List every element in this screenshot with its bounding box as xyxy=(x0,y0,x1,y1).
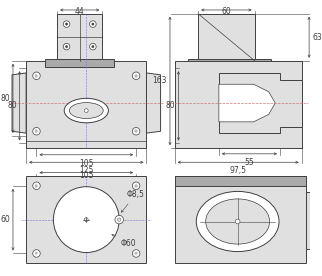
Circle shape xyxy=(53,187,119,253)
Polygon shape xyxy=(175,176,306,263)
Polygon shape xyxy=(175,61,302,148)
Text: 163: 163 xyxy=(153,76,167,85)
Circle shape xyxy=(132,72,140,79)
Polygon shape xyxy=(57,14,102,61)
Circle shape xyxy=(118,218,121,221)
Circle shape xyxy=(65,46,68,48)
Ellipse shape xyxy=(64,98,109,123)
Text: 60: 60 xyxy=(0,215,10,224)
Circle shape xyxy=(92,46,94,48)
Circle shape xyxy=(84,218,88,222)
Text: 80: 80 xyxy=(7,101,17,110)
Circle shape xyxy=(33,72,40,79)
Ellipse shape xyxy=(206,199,270,244)
Text: 80: 80 xyxy=(1,94,10,103)
Polygon shape xyxy=(147,73,161,133)
Polygon shape xyxy=(198,14,255,61)
Circle shape xyxy=(132,182,140,190)
Circle shape xyxy=(115,215,123,224)
Text: 97,5: 97,5 xyxy=(229,166,246,175)
Polygon shape xyxy=(26,176,147,263)
Text: 105: 105 xyxy=(79,171,94,180)
Circle shape xyxy=(90,43,96,50)
Circle shape xyxy=(90,21,96,27)
Circle shape xyxy=(63,43,70,50)
Text: 63: 63 xyxy=(313,33,322,42)
Text: 60: 60 xyxy=(222,7,231,16)
Ellipse shape xyxy=(69,103,103,119)
Circle shape xyxy=(33,250,40,257)
Text: 125: 125 xyxy=(79,166,93,175)
Polygon shape xyxy=(219,73,302,133)
Circle shape xyxy=(33,182,40,190)
Circle shape xyxy=(33,128,40,135)
Circle shape xyxy=(235,219,240,224)
Circle shape xyxy=(63,21,70,27)
Text: Φ60: Φ60 xyxy=(112,234,136,248)
Circle shape xyxy=(132,128,140,135)
Polygon shape xyxy=(219,84,275,122)
Polygon shape xyxy=(175,176,306,186)
Circle shape xyxy=(92,23,94,25)
Text: 105: 105 xyxy=(79,158,94,168)
Polygon shape xyxy=(45,59,114,67)
Polygon shape xyxy=(12,73,26,133)
Circle shape xyxy=(132,250,140,257)
Text: 55: 55 xyxy=(244,158,254,167)
Circle shape xyxy=(65,23,68,25)
Text: 44: 44 xyxy=(75,7,85,16)
Polygon shape xyxy=(26,61,147,148)
Text: Φ8,5: Φ8,5 xyxy=(121,190,145,212)
Circle shape xyxy=(84,109,88,112)
Text: 80: 80 xyxy=(166,101,175,110)
Polygon shape xyxy=(188,59,270,67)
Ellipse shape xyxy=(196,192,279,252)
Polygon shape xyxy=(306,192,316,249)
